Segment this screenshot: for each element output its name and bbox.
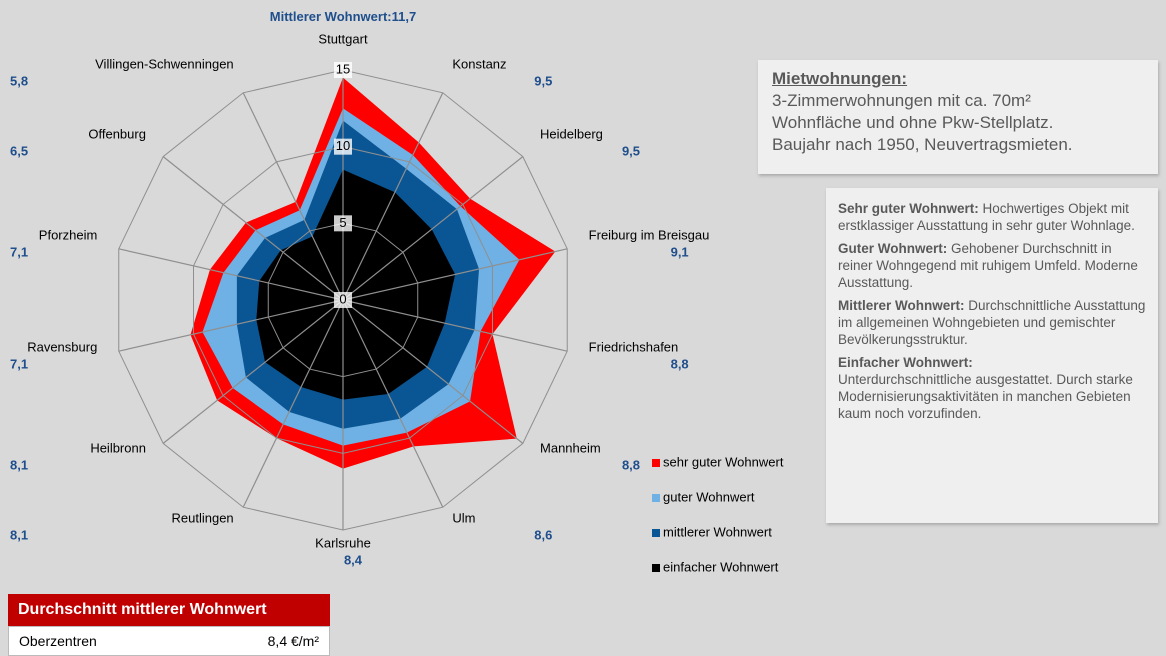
term: Mittlerer Wohnwert: [838,298,965,313]
category-label: Freiburg im Breisgau [589,227,710,242]
definitions: Sehr guter Wohnwert: Hochwertiges Objekt… [826,188,1158,523]
category-label: Reutlingen [172,510,234,525]
category-label: Mannheim [540,441,601,456]
definition: Mittlerer Wohnwert: Durchschnittliche Au… [838,297,1146,348]
tick-bg [334,215,352,232]
info-heading: Mietwohnungen: [772,69,908,88]
legend-label: guter Wohnwert [663,489,755,504]
table: Durchschnitt mittlerer Wohnwert Oberzent… [8,594,330,656]
title: Mittlerer Wohnwert: [270,9,392,24]
value-label: 8,8 [671,357,689,372]
category-label: Heidelberg [540,126,603,141]
tick-bg [334,138,352,155]
term: Guter Wohnwert: [838,241,948,256]
category-label: Heilbronn [90,441,146,456]
legend-label: mittlerer Wohnwert [663,524,772,539]
category-label: Ulm [452,510,475,525]
info-line: Baujahr nach 1950, Neuvertragsmieten. [772,135,1073,154]
category-label: Villingen-Schwenningen [95,56,234,71]
value-label: 8,8 [622,458,640,473]
desc: Gehobener Durchschnitt in reiner Wohngeg… [838,241,1138,290]
desc: Unterdurchschnittliche ausgestattet. Dur… [838,372,1133,421]
spoke [342,156,524,301]
info-line: Wohnfläche und ohne Pkw-Stellplatz. [772,113,1054,132]
legend-label: einfacher Wohnwert [663,559,779,574]
value-label: 7,1 [10,357,28,372]
value-label: 9,5 [534,73,552,88]
value-label: 5,8 [10,73,28,88]
value-label: 8,4 [344,552,363,567]
value-label: 9,1 [671,244,689,259]
value-label: 6,5 [10,143,28,158]
chart: 0 5 10 15 Stuttgart Konstanz 9,5 Heidelberg 9,5 F… [10,9,784,574]
y-tick-label: 0 [339,291,346,306]
tick-bg [334,62,352,78]
spoke [118,248,344,301]
table-row: Oberzentren 8,4 €/m² [8,626,330,656]
spoke [342,248,568,301]
value-label: 7,1 [10,244,28,259]
desc: Hochwertiges Objekt mit erstklassiger Au… [838,201,1135,233]
y-tick-label: 5 [339,215,346,230]
category-label: Stuttgart [318,31,368,46]
legend-swatch [652,494,660,502]
value-label: 8,1 [10,458,28,473]
y-tick-label: 15 [336,61,350,76]
spoke [242,299,344,508]
spoke [342,299,568,352]
category-label: Friedrichshafen [589,340,679,355]
legend-swatch [652,529,660,537]
spoke [342,92,444,301]
definition: Guter Wohnwert: Gehobener Durchschnitt i… [838,240,1146,291]
value-label: 11,7 [392,9,417,24]
definition: Sehr guter Wohnwert: Hochwertiges Objekt… [838,200,1146,234]
chart-title: Mittlerer Wohnwert:11,7 [270,9,416,24]
cell: Oberzentren [19,633,97,649]
spoke [118,299,344,352]
category-label: Ravensburg [27,340,97,355]
spoke [342,299,524,444]
table-header: Durchschnitt mittlerer Wohnwert [8,594,330,626]
value-label: 9,5 [622,143,640,158]
spoke [342,299,444,508]
spoke [162,299,344,444]
desc: Durchschnittliche Ausstattung im allgeme… [838,298,1146,347]
definition: Einfacher Wohnwert: Unterdurchschnittlich… [838,354,1146,422]
category-label: Konstanz [452,56,506,71]
category-label: Pforzheim [39,227,98,242]
y-tick-label: 10 [336,138,350,153]
spoke [162,156,344,301]
category-label: Karlsruhe [315,535,371,550]
spoke [242,92,344,301]
legend-label: sehr guter Wohnwert [663,454,784,469]
info-line: 3-Zimmerwohnungen mit ca. 70m² [772,91,1031,110]
term: Einfacher Wohnwert: [838,355,973,370]
term: Sehr guter Wohnwert: [838,201,979,216]
value-label: 8,1 [10,527,28,542]
tick-bg [334,292,352,308]
cell: 8,4 €/m² [267,633,319,649]
category-label: Offenburg [88,126,146,141]
legend-swatch [652,564,660,572]
info-box: Mietwohnungen: 3-Zimmerwohnungen mit ca.… [758,60,1158,174]
legend-swatch [652,459,660,467]
value-label: 8,6 [534,527,552,542]
